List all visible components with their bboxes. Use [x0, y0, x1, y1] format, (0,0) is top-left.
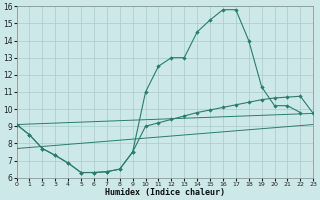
X-axis label: Humidex (Indice chaleur): Humidex (Indice chaleur)	[105, 188, 225, 197]
